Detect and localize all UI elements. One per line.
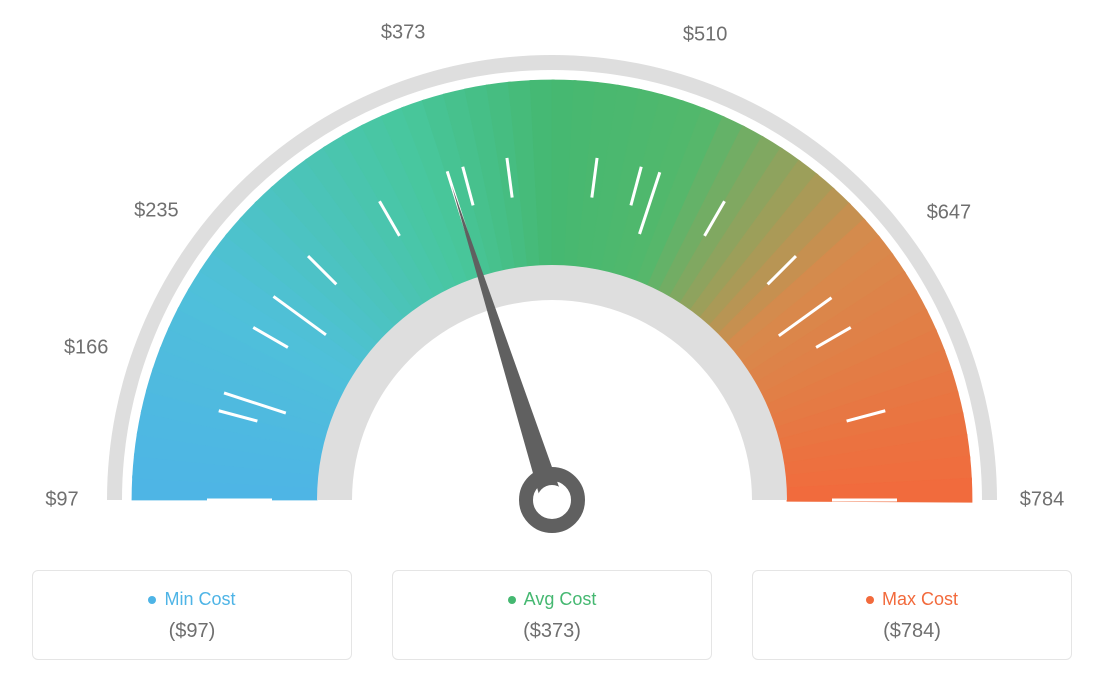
tick-label: $510	[683, 23, 728, 46]
legend-label: Max Cost	[882, 589, 958, 610]
legend-dot	[866, 596, 874, 604]
legend-value: ($97)	[43, 620, 341, 643]
tick-label: $647	[927, 201, 972, 224]
legend-label: Min Cost	[164, 589, 235, 610]
cost-gauge: $97 $166 $235 $373 $510 $647 $784	[0, 0, 1104, 560]
legend-label-row: Min Cost	[148, 589, 235, 610]
legend-row: Min Cost ($97) Avg Cost ($373) Max Cost ($784…	[0, 570, 1104, 660]
legend-label-row: Max Cost	[866, 589, 958, 610]
needle-hub-hole	[537, 485, 567, 515]
legend-dot	[508, 596, 516, 604]
legend-card: Avg Cost ($373)	[392, 570, 712, 660]
legend-value: ($784)	[763, 620, 1061, 643]
legend-label-row: Avg Cost	[508, 589, 597, 610]
legend-dot	[148, 596, 156, 604]
tick-label: $784	[1020, 489, 1065, 512]
tick-label: $235	[134, 199, 179, 222]
legend-label: Avg Cost	[524, 589, 597, 610]
legend-card: Max Cost ($784)	[752, 570, 1072, 660]
tick-label: $166	[64, 336, 109, 359]
tick-label: $97	[45, 489, 78, 512]
gauge-svg	[0, 0, 1104, 560]
legend-value: ($373)	[403, 620, 701, 643]
legend-card: Min Cost ($97)	[32, 570, 352, 660]
tick-label: $373	[381, 22, 426, 45]
